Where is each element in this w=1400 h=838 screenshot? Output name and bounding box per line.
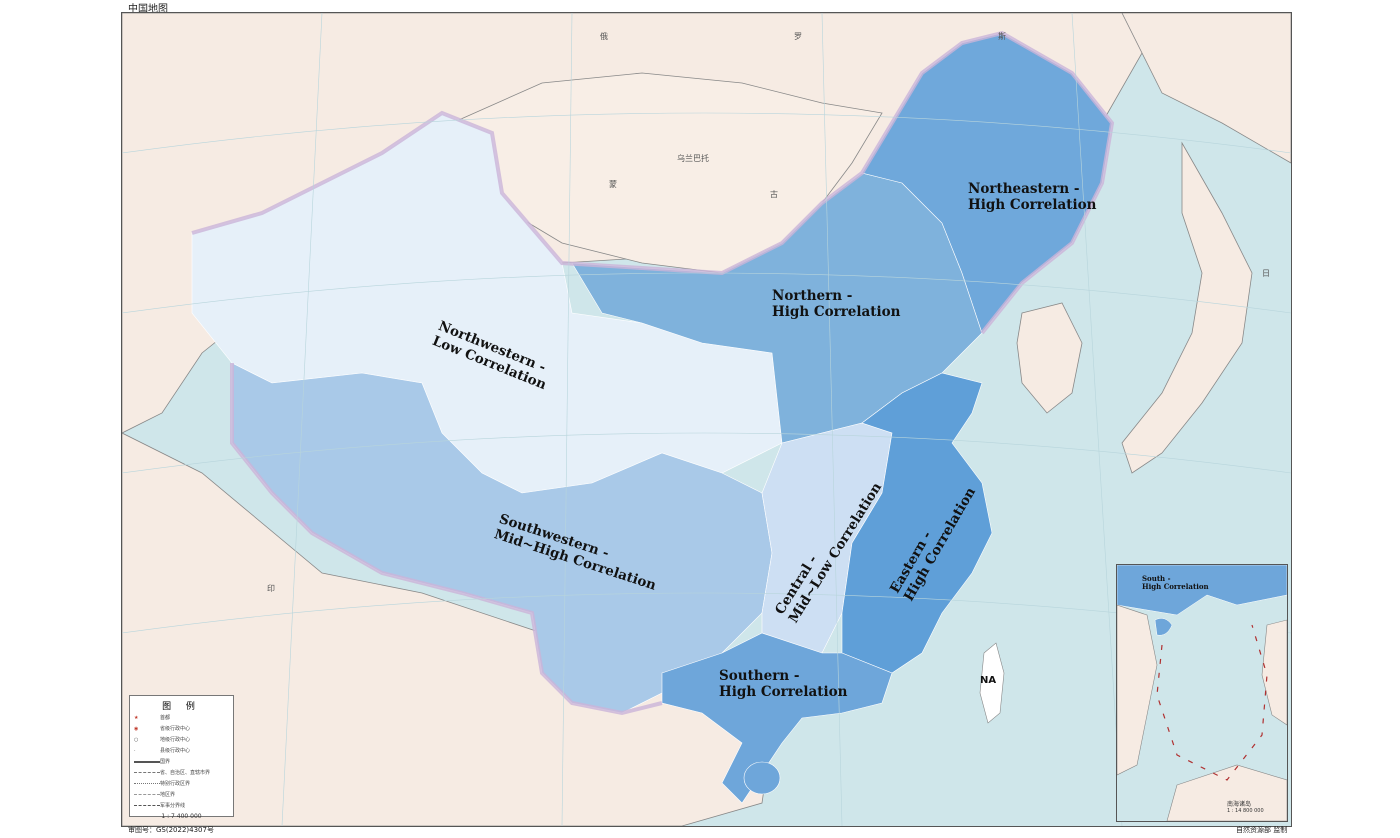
map-canvas	[122, 13, 1291, 826]
legend-military-line: 军事分界线	[160, 803, 186, 809]
legend-county: 县级行政中心	[160, 748, 191, 754]
map-legend: 图 例 ★ 首都 ◉ 省级行政中心 ○ 地级行政中心 · 县级行政中心 国界 省、自治区…	[129, 695, 234, 820]
legend-row: 特别行政区界	[130, 778, 233, 789]
inset-line2: High Correlation	[1142, 582, 1209, 591]
approval-number: 审图号：GS(2022)4307号	[128, 826, 214, 834]
legend-capital: 首都	[160, 715, 171, 721]
southern-line2: High Correlation	[719, 684, 848, 700]
inset-hainan	[1154, 618, 1173, 636]
region-southern	[661, 632, 893, 804]
inset-nine-dash-line	[1156, 624, 1268, 781]
inset-indochina	[1117, 604, 1158, 776]
inset-line1: South -	[1142, 574, 1171, 583]
legend-provincial-border: 省、自治区、直辖市界	[160, 770, 211, 776]
northern-label: Northern - High Correlation	[772, 288, 900, 320]
legend-region-border: 地区界	[160, 792, 176, 798]
northern-line2: High Correlation	[772, 304, 901, 320]
legend-row: ◉ 省级行政中心	[134, 725, 191, 733]
inset-region-label: South - High Correlation	[1142, 575, 1209, 591]
russia-label-3: 斯	[998, 32, 1006, 41]
russia-label-1: 俄	[600, 32, 608, 41]
northeastern-line2: High Correlation	[968, 197, 1097, 213]
northern-line1: Northern -	[772, 288, 853, 304]
inset-scale: 1 : 14 800 000	[1227, 808, 1264, 814]
land-japan	[1121, 141, 1253, 474]
inset-philippines	[1261, 619, 1287, 726]
land-russia-east	[1121, 13, 1291, 164]
map-frame: 俄 罗 斯 乌兰巴托 蒙 古 印 日 Northwestern - Low Co…	[121, 12, 1292, 827]
legend-row: ★ 首都	[134, 714, 171, 722]
national-border	[191, 30, 1115, 335]
hainan-island	[743, 761, 781, 795]
inset-mainland	[1117, 565, 1287, 616]
inset-canvas	[1117, 565, 1287, 821]
northeastern-line1: Northeastern -	[968, 181, 1080, 197]
map-title: 中国地图	[128, 4, 168, 15]
legend-row: 地区界	[130, 789, 233, 800]
mongolia-label-1: 蒙	[609, 180, 617, 189]
southern-label: Southern - High Correlation	[719, 668, 847, 700]
legend-row: · 县级行政中心	[134, 747, 191, 755]
inset-borneo	[1166, 764, 1287, 821]
southern-border	[230, 363, 663, 716]
legend-row: 省、自治区、直辖市界	[130, 767, 233, 778]
region-eastern	[841, 372, 993, 674]
india-label: 印	[267, 584, 275, 593]
graticule	[122, 13, 1291, 826]
japan-label: 日	[1262, 269, 1270, 278]
legend-prefecture: 地级行政中心	[160, 737, 191, 743]
southern-line1: Southern -	[719, 668, 800, 684]
south-china-sea-inset: South - High Correlation 南海诸岛 1 : 14 800…	[1116, 564, 1288, 822]
legend-scale: 1 : 7 400 000	[161, 813, 202, 820]
russia-label-2: 罗	[794, 32, 802, 41]
legend-title: 图 例	[162, 702, 201, 712]
publisher-credit: 自然资源部 监制	[1236, 826, 1288, 834]
legend-sar-border: 特别行政区界	[160, 781, 191, 787]
legend-national-border: 国界	[160, 759, 171, 765]
northeastern-label: Northeastern - High Correlation	[968, 181, 1096, 213]
china-regions	[191, 32, 1113, 804]
legend-row: 国界	[130, 756, 233, 767]
legend-row: ○ 地级行政中心	[134, 736, 191, 744]
ulaanbaatar-label: 乌兰巴托	[677, 154, 709, 163]
inset-title: 南海诸岛	[1227, 801, 1252, 808]
land-korea	[1016, 302, 1083, 414]
mongolia-label-2: 古	[770, 190, 778, 199]
region-taiwan	[979, 642, 1005, 724]
legend-row: 军事分界线	[130, 800, 233, 811]
taiwan-na-label: NA	[980, 675, 997, 686]
legend-provincial: 省级行政中心	[160, 726, 191, 732]
